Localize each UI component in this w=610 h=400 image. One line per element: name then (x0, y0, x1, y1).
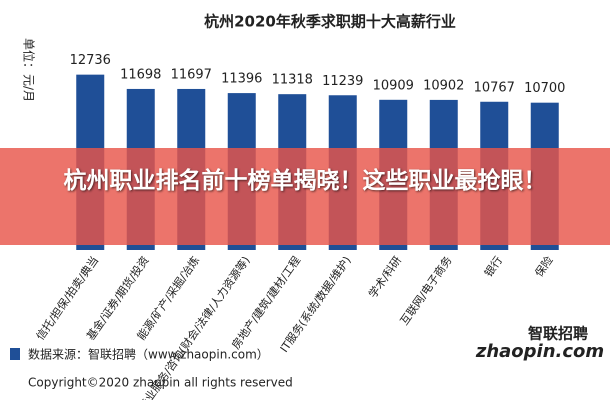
x-tick-label: 互联网/电子商务 (397, 253, 455, 327)
banner-text: 杭州职业排名前十榜单揭晓！这些职业最抢眼！ (63, 168, 547, 194)
copyright: Copyright©2020 zhaopin all rights reserv… (28, 376, 293, 390)
value-label: 12736 (70, 53, 111, 68)
value-label: 11396 (221, 72, 262, 87)
value-label: 11318 (272, 73, 313, 88)
x-tick-label: 学术/科研 (365, 253, 404, 300)
value-label: 10902 (423, 78, 464, 93)
source: 数据来源：智联招聘（www.zhaopin.com） (28, 347, 269, 362)
value-label: 10700 (524, 81, 565, 96)
x-tick-label: 保险 (532, 253, 556, 279)
value-label: 10767 (474, 80, 515, 95)
banner-background (0, 148, 610, 245)
value-label: 11697 (171, 67, 212, 82)
value-label: 11698 (120, 67, 161, 82)
chart-title: 杭州2020年秋季求职期十大高薪行业 (204, 13, 456, 31)
y-axis-label: 单位：元/月 (22, 38, 37, 102)
x-tick-label: 银行 (481, 253, 505, 279)
value-label: 11239 (322, 74, 363, 89)
logo-brand: 智联招聘 (528, 325, 588, 343)
value-label: 10909 (373, 78, 414, 93)
logo-site: zhaopin.com (475, 341, 604, 362)
source-icon (10, 348, 20, 360)
